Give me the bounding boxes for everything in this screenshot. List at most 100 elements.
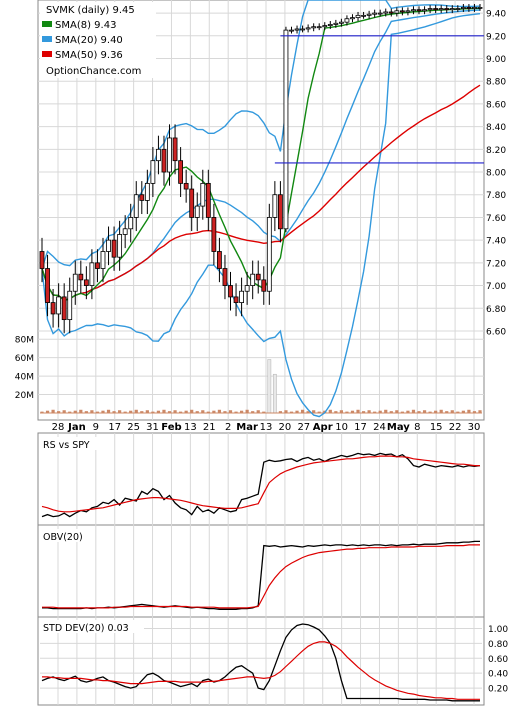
volume-tick-label: 20M xyxy=(15,391,34,401)
volume-bar xyxy=(223,411,227,413)
candle-body xyxy=(266,217,272,292)
sma50-line xyxy=(41,84,481,302)
candle-body xyxy=(422,9,427,12)
volume-bar xyxy=(262,411,266,413)
std-tick-label: 0.20 xyxy=(488,685,508,695)
volume-bar xyxy=(123,411,127,413)
volume-bar xyxy=(461,410,465,413)
date-tick-label: Apr xyxy=(313,422,333,433)
price-tick-label: 8.40 xyxy=(486,123,506,133)
candle-body xyxy=(377,12,383,15)
candle-body xyxy=(411,9,416,12)
candle-body xyxy=(327,24,333,26)
candle-body xyxy=(316,26,322,29)
volume-bar xyxy=(256,410,260,413)
volume-bar xyxy=(112,411,116,413)
volume-bar xyxy=(106,409,111,413)
price-tick-label: 6.80 xyxy=(486,305,506,315)
candle-body xyxy=(139,194,145,201)
candle-body xyxy=(39,251,45,269)
candle-body xyxy=(45,268,50,303)
date-tick-label: 17 xyxy=(108,422,121,433)
volume-bar xyxy=(84,411,88,413)
candle-body xyxy=(78,273,84,281)
date-tick-label: 13 xyxy=(184,422,197,433)
volume-tick-label: 40M xyxy=(15,373,34,383)
candle-body xyxy=(61,296,67,321)
candle-body xyxy=(466,7,472,9)
candle-body xyxy=(56,296,62,315)
candle-body xyxy=(250,273,256,286)
candle-body xyxy=(172,137,178,162)
volume-bar xyxy=(201,410,205,413)
volume-bar xyxy=(190,409,194,413)
candle-body xyxy=(444,8,450,11)
price-tick-label: 6.60 xyxy=(486,327,506,337)
candle-body xyxy=(244,285,250,292)
volume-bar xyxy=(295,410,299,413)
price-legend: SVMK (daily) 9.45 SMA(8) 9.43 SMA(20) 9.… xyxy=(40,2,156,78)
date-tick-label: Feb xyxy=(161,422,181,433)
std-lines xyxy=(41,623,480,702)
date-tick-label: 31 xyxy=(146,422,159,433)
candle-body xyxy=(133,194,139,218)
volume-bar xyxy=(90,410,94,413)
legend-title: SVMK (daily) 9.45 xyxy=(46,5,135,16)
candle-body xyxy=(50,302,56,315)
volume-bar xyxy=(472,411,477,413)
date-tick-label: 15 xyxy=(430,422,443,433)
date-tick-label: Mar xyxy=(236,422,258,433)
date-tick-label: 21 xyxy=(203,422,216,433)
volume-bar xyxy=(345,411,349,413)
volume-bar xyxy=(206,411,210,413)
obv-average-line xyxy=(42,544,480,609)
volume-bar xyxy=(51,409,55,413)
volume-bar xyxy=(79,409,83,413)
volume-bar xyxy=(145,410,149,413)
volume-bar xyxy=(140,411,144,413)
candle-body xyxy=(95,262,100,269)
candle-body xyxy=(300,28,305,31)
volume-y-axis: 80M 60M 40M 20M xyxy=(15,336,34,401)
date-tick-label: 9 xyxy=(93,422,99,433)
candle-body xyxy=(449,8,455,11)
volume-bar xyxy=(156,410,161,413)
volume-bar xyxy=(173,410,177,413)
date-tick-label: 22 xyxy=(449,422,462,433)
date-tick-label: Jan xyxy=(67,422,86,433)
candle-body xyxy=(183,182,189,190)
rs-panel-label: RS vs SPY xyxy=(43,440,90,451)
std-y-axis: 1.00 0.80 0.60 0.40 0.20 xyxy=(488,625,508,695)
price-tick-label: 9.20 xyxy=(486,32,506,42)
candle-body xyxy=(239,290,244,303)
upper-band-line xyxy=(41,0,481,269)
std-tick-label: 0.80 xyxy=(488,640,508,650)
volume-bars xyxy=(40,359,482,414)
obv-panel-label: OBV(20) xyxy=(43,532,83,543)
std-tick-label: 0.60 xyxy=(488,655,508,665)
volume-bar xyxy=(356,409,360,413)
candle-body xyxy=(366,13,372,16)
legend-watermark: OptionChance.com xyxy=(46,66,141,77)
volume-bar xyxy=(367,410,371,413)
volume-bar xyxy=(378,410,382,413)
volume-tick-label: 60M xyxy=(15,354,34,364)
legend-swatch-sma8 xyxy=(42,21,52,27)
candle-body xyxy=(294,28,300,31)
price-tick-label: 7.80 xyxy=(486,191,506,201)
candle-body xyxy=(361,14,366,17)
date-tick-label: 28 xyxy=(52,422,65,433)
price-tick-label: 9.40 xyxy=(486,10,506,20)
price-tick-label: 8.20 xyxy=(486,146,506,156)
date-tick-label: 10 xyxy=(335,422,348,433)
volume-bar xyxy=(151,411,155,413)
volume-bar xyxy=(428,411,432,413)
candle-body xyxy=(83,279,89,286)
candle-body xyxy=(394,10,400,14)
candle-body xyxy=(89,262,95,286)
volume-bar xyxy=(317,411,321,413)
candle-body xyxy=(283,29,289,230)
candle-body xyxy=(355,14,361,19)
volume-bar xyxy=(384,409,388,413)
volume-bar xyxy=(445,411,449,413)
